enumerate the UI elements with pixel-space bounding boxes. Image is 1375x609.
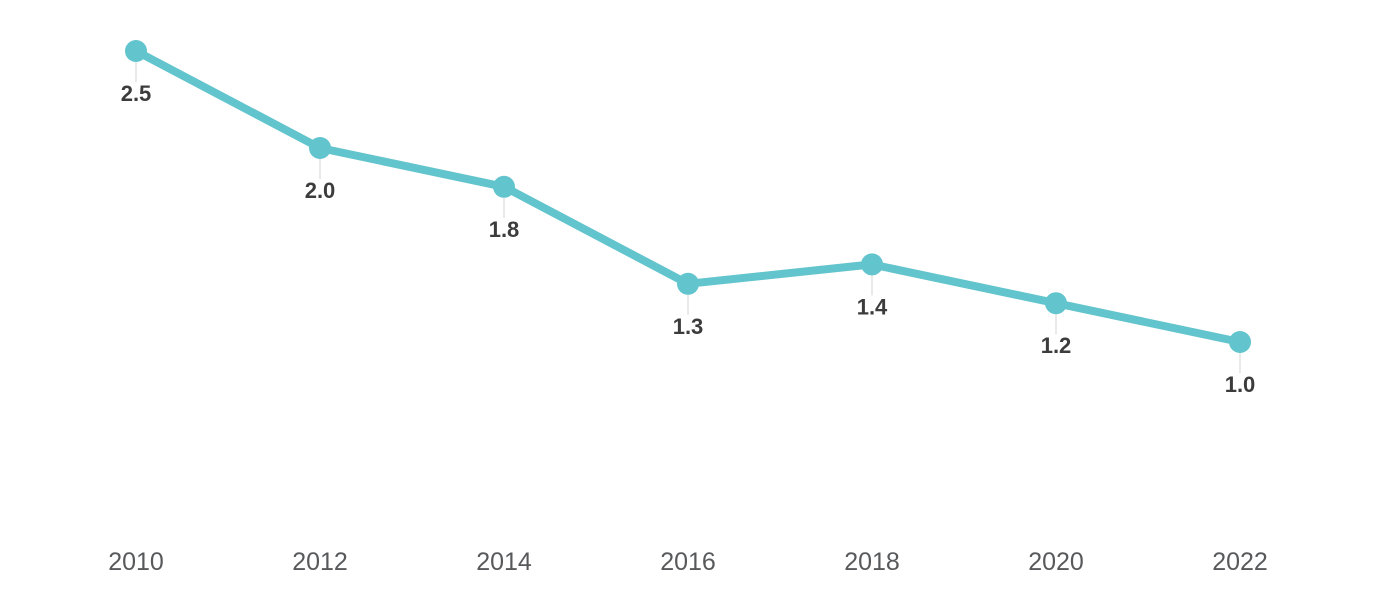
data-point-label: 2.5 bbox=[121, 81, 152, 106]
data-point-label: 1.3 bbox=[673, 314, 704, 339]
x-axis-tick-label: 2020 bbox=[1028, 548, 1084, 576]
data-point-label: 1.0 bbox=[1225, 372, 1256, 397]
x-axis-tick-label: 2010 bbox=[108, 548, 164, 576]
data-point-marker bbox=[125, 40, 147, 62]
data-point-marker bbox=[861, 253, 883, 276]
data-point-marker bbox=[1229, 331, 1251, 353]
x-axis-tick-label: 2012 bbox=[292, 548, 348, 576]
data-point-marker bbox=[493, 175, 515, 198]
data-point-marker bbox=[677, 272, 699, 295]
data-point-marker bbox=[309, 137, 331, 159]
data-point-label: 1.2 bbox=[1041, 333, 1072, 358]
x-axis-tick-label: 2014 bbox=[476, 548, 532, 576]
x-axis-tick-label: 2016 bbox=[660, 548, 716, 576]
data-point-label: 2.0 bbox=[305, 178, 336, 203]
data-point-marker bbox=[1045, 292, 1067, 315]
x-axis-tick-label: 2022 bbox=[1212, 548, 1268, 576]
data-point-label: 1.4 bbox=[857, 294, 888, 319]
x-axis-tick-label: 2018 bbox=[844, 548, 900, 576]
data-point-label: 1.8 bbox=[489, 217, 520, 242]
